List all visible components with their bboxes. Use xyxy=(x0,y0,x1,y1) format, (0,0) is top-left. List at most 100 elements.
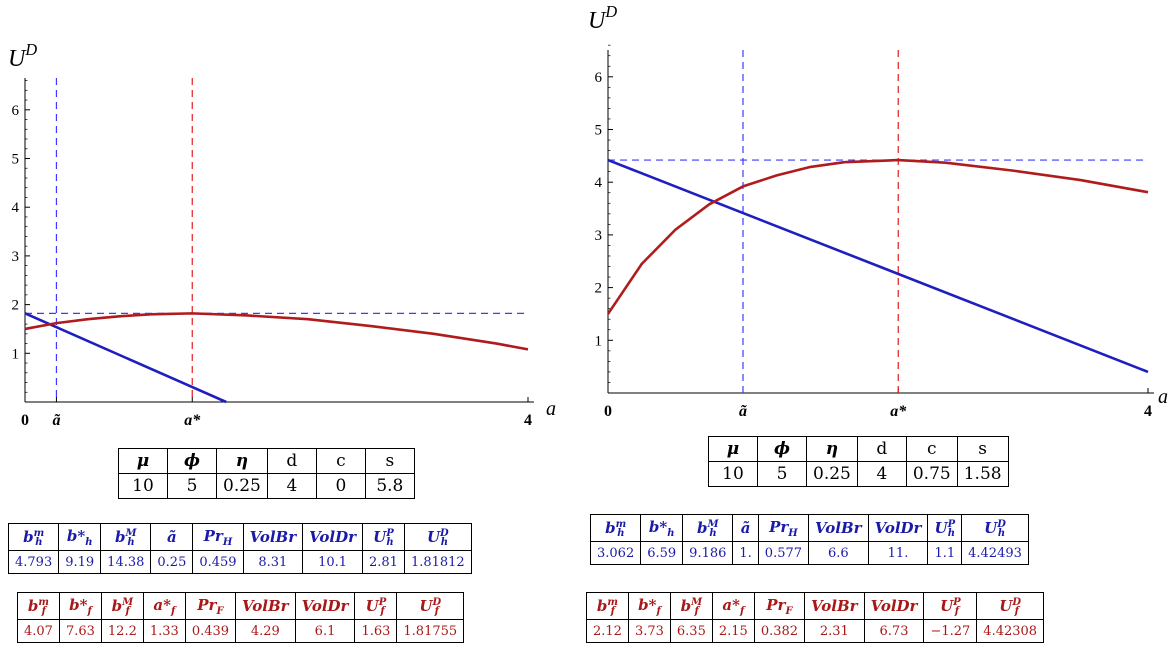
home-value-row: 3.062 6.59 9.186 1. 0.577 6.6 11. 1.1 4.42493 xyxy=(589,541,1029,565)
right-chart: 1 2 3 4 5 6 0 ã a* 4 UD a xyxy=(588,2,1168,420)
param-value: 10 xyxy=(118,473,168,499)
foreign-value-cell: 6.1 xyxy=(294,619,356,643)
y-axis-label: UD xyxy=(588,2,617,34)
param-value: 4 xyxy=(266,473,317,499)
home-value-cell: 1.81812 xyxy=(403,550,472,574)
param-value: 10 xyxy=(708,461,758,487)
series-line-2 xyxy=(606,158,1149,315)
foreign-header-cell: VolDr xyxy=(863,592,925,620)
param-d: d xyxy=(856,436,907,462)
x-tick-label: a* xyxy=(890,403,907,420)
params-value-row: 10 5 0.25 4 0.75 1.58 xyxy=(708,461,1009,487)
param-phi: ϕ xyxy=(757,436,807,462)
home-header-cell: VolBr xyxy=(808,514,869,542)
left-chart: 1 2 3 4 5 6 0 ã a* 4 UD a xyxy=(8,40,556,429)
home-value-cell: 3.062 xyxy=(589,541,642,565)
home-value-cell: 2.81 xyxy=(361,550,405,574)
home-value-cell: 0.25 xyxy=(150,550,194,574)
param-eta: η xyxy=(216,448,268,474)
foreign-header-cell: b*f xyxy=(58,592,102,620)
right-params-table: μ ϕ η d c s 10 5 0.25 4 0.75 1.58 xyxy=(708,436,1009,487)
home-header-cell: PrH xyxy=(192,523,244,551)
home-value-cell: 6.6 xyxy=(808,541,869,565)
home-value-cell: 4.793 xyxy=(7,550,60,574)
foreign-header-cell: PrF xyxy=(184,592,237,620)
y-tick-label: 2 xyxy=(595,281,603,297)
foreign-value-cell: 1.33 xyxy=(142,619,186,643)
y-tick-label: 3 xyxy=(595,228,603,244)
foreign-header-cell: a*f xyxy=(142,592,186,620)
home-value-cell: 14.38 xyxy=(100,550,152,574)
home-header-cell: b*h xyxy=(640,514,684,542)
home-value-cell: 10.1 xyxy=(302,550,363,574)
params-header-row: μ ϕ η d c s xyxy=(118,448,415,474)
foreign-value-cell: 2.31 xyxy=(804,619,865,643)
right-panel: 1 2 3 4 5 6 0 ã a* 4 UD a μ ϕ η d c s 10 5 0.25 4 0… xyxy=(580,0,1172,655)
param-value: 0.25 xyxy=(216,473,268,499)
home-value-cell: 9.186 xyxy=(682,541,734,565)
home-value-cell: 4.42493 xyxy=(961,541,1029,565)
y-tick-label: 3 xyxy=(12,249,20,265)
x-tick-label: 0 xyxy=(21,412,29,429)
param-value: 5 xyxy=(167,473,217,499)
x-tick-label: ã xyxy=(52,412,60,429)
param-value: 0 xyxy=(315,473,366,499)
y-tick-label: 2 xyxy=(12,298,20,314)
x-tick-label: 0 xyxy=(604,403,612,420)
foreign-value-cell: 4.07 xyxy=(17,619,60,643)
param-c: c xyxy=(315,448,366,474)
x-tick-label: 4 xyxy=(1144,403,1152,420)
series-line-2 xyxy=(24,312,529,351)
series-line-1 xyxy=(607,158,1149,374)
y-tick-label: 4 xyxy=(12,200,20,216)
home-value-cell: 1. xyxy=(732,541,759,565)
param-c: c xyxy=(905,436,958,462)
home-header-cell: VolBr xyxy=(242,523,304,551)
foreign-value-cell: −1.27 xyxy=(923,619,978,643)
home-header-cell: VolDr xyxy=(302,523,363,551)
foreign-value-cell: 4.42308 xyxy=(976,619,1045,643)
series-line-1 xyxy=(24,312,227,404)
foreign-value-cell: 2.12 xyxy=(586,619,629,643)
y-tick-label: 6 xyxy=(595,70,603,86)
foreign-value-row: 4.07 7.63 12.2 1.33 0.439 4.29 6.1 1.63 1.81755 xyxy=(17,619,465,643)
foreign-value-cell: 0.382 xyxy=(753,619,806,643)
y-tick-label: 6 xyxy=(12,103,20,119)
home-value-cell: 9.19 xyxy=(58,550,102,574)
param-mu: μ xyxy=(118,448,168,474)
left-panel: 1 2 3 4 5 6 0 ã a* 4 UD a μ ϕ η d c s 10 5 0.25 4 0… xyxy=(0,0,560,655)
home-value-cell: 1.1 xyxy=(927,541,963,565)
home-value-cell: 0.459 xyxy=(192,550,244,574)
home-value-cell: 11. xyxy=(867,541,929,565)
param-value: 5.8 xyxy=(364,473,415,499)
x-axis-label: a xyxy=(1158,386,1168,408)
param-value: 5 xyxy=(757,461,807,487)
param-value: 0.25 xyxy=(806,461,858,487)
foreign-value-row: 2.12 3.73 6.35 2.15 0.382 2.31 6.73 −1.27 4.4230… xyxy=(586,619,1045,643)
home-header-cell: VolDr xyxy=(867,514,929,542)
y-tick-label: 1 xyxy=(12,346,20,362)
param-phi: ϕ xyxy=(167,448,217,474)
foreign-value-cell: 6.73 xyxy=(863,619,925,643)
home-header-cell: ã xyxy=(732,514,759,542)
foreign-value-cell: 7.63 xyxy=(58,619,102,643)
